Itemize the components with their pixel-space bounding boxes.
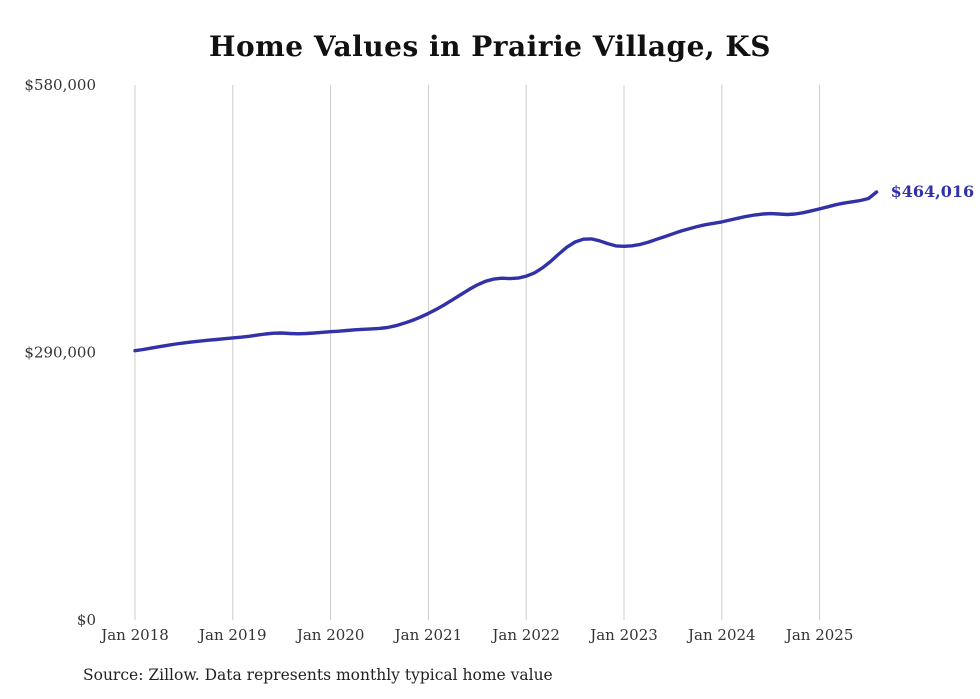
y-tick-label: $0: [77, 611, 96, 629]
x-tick-label: Jan 2021: [393, 626, 463, 644]
x-tick-label: Jan 2024: [686, 626, 756, 644]
x-tick-label: Jan 2025: [784, 626, 854, 644]
x-tick-label: Jan 2019: [197, 626, 267, 644]
y-tick-label: $290,000: [24, 344, 96, 362]
end-value-label: $464,016: [891, 182, 975, 201]
x-tick-label: Jan 2020: [295, 626, 365, 644]
x-tick-label: Jan 2018: [99, 626, 169, 644]
x-tick-label: Jan 2022: [490, 626, 560, 644]
chart-title: Home Values in Prairie Village, KS: [209, 30, 771, 63]
source-note: Source: Zillow. Data represents monthly …: [83, 666, 553, 684]
home-value-line: [133, 190, 879, 353]
x-tick-label: Jan 2023: [588, 626, 658, 644]
y-tick-label: $580,000: [24, 76, 96, 94]
